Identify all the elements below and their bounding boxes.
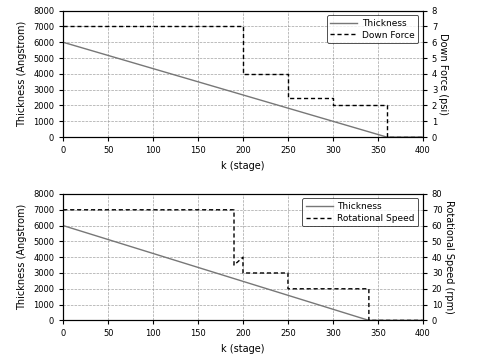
Down Force <box>240 72 246 76</box>
Rotational Speed <box>231 208 237 212</box>
Legend: Thickness, Rotational Speed: Thickness, Rotational Speed <box>302 199 418 226</box>
Thickness <box>60 40 66 44</box>
Line: Rotational Speed: Rotational Speed <box>63 210 423 320</box>
Line: Thickness: Thickness <box>63 226 423 320</box>
Line: Down Force: Down Force <box>63 26 423 137</box>
Down Force <box>60 24 66 28</box>
Down Force <box>285 95 291 100</box>
Y-axis label: Thickness (Angstrom): Thickness (Angstrom) <box>17 21 28 127</box>
Thickness <box>60 224 66 228</box>
X-axis label: k (stage): k (stage) <box>221 161 265 171</box>
Rotational Speed <box>231 263 237 267</box>
Thickness <box>420 318 426 323</box>
Y-axis label: Thickness (Angstrom): Thickness (Angstrom) <box>17 204 28 310</box>
Rotational Speed <box>366 287 372 291</box>
Rotational Speed <box>240 271 246 275</box>
X-axis label: k (stage): k (stage) <box>221 344 265 354</box>
Rotational Speed <box>330 287 336 291</box>
Down Force <box>420 135 426 139</box>
Down Force <box>384 135 390 139</box>
Rotational Speed <box>60 208 66 212</box>
Y-axis label: Rotational Speed (rpm): Rotational Speed (rpm) <box>444 200 453 314</box>
Down Force <box>330 95 336 100</box>
Thickness <box>384 135 390 139</box>
Down Force <box>240 24 246 28</box>
Down Force <box>330 103 336 108</box>
Rotational Speed <box>285 287 291 291</box>
Legend: Thickness, Down Force: Thickness, Down Force <box>327 15 418 43</box>
Rotational Speed <box>330 287 336 291</box>
Rotational Speed <box>240 255 246 259</box>
Line: Thickness: Thickness <box>63 42 423 137</box>
Rotational Speed <box>366 318 372 323</box>
Down Force <box>285 72 291 76</box>
Thickness <box>420 135 426 139</box>
Y-axis label: Down Force (psi): Down Force (psi) <box>438 33 448 115</box>
Down Force <box>384 103 390 108</box>
Rotational Speed <box>285 271 291 275</box>
Rotational Speed <box>420 318 426 323</box>
Thickness <box>366 318 372 323</box>
